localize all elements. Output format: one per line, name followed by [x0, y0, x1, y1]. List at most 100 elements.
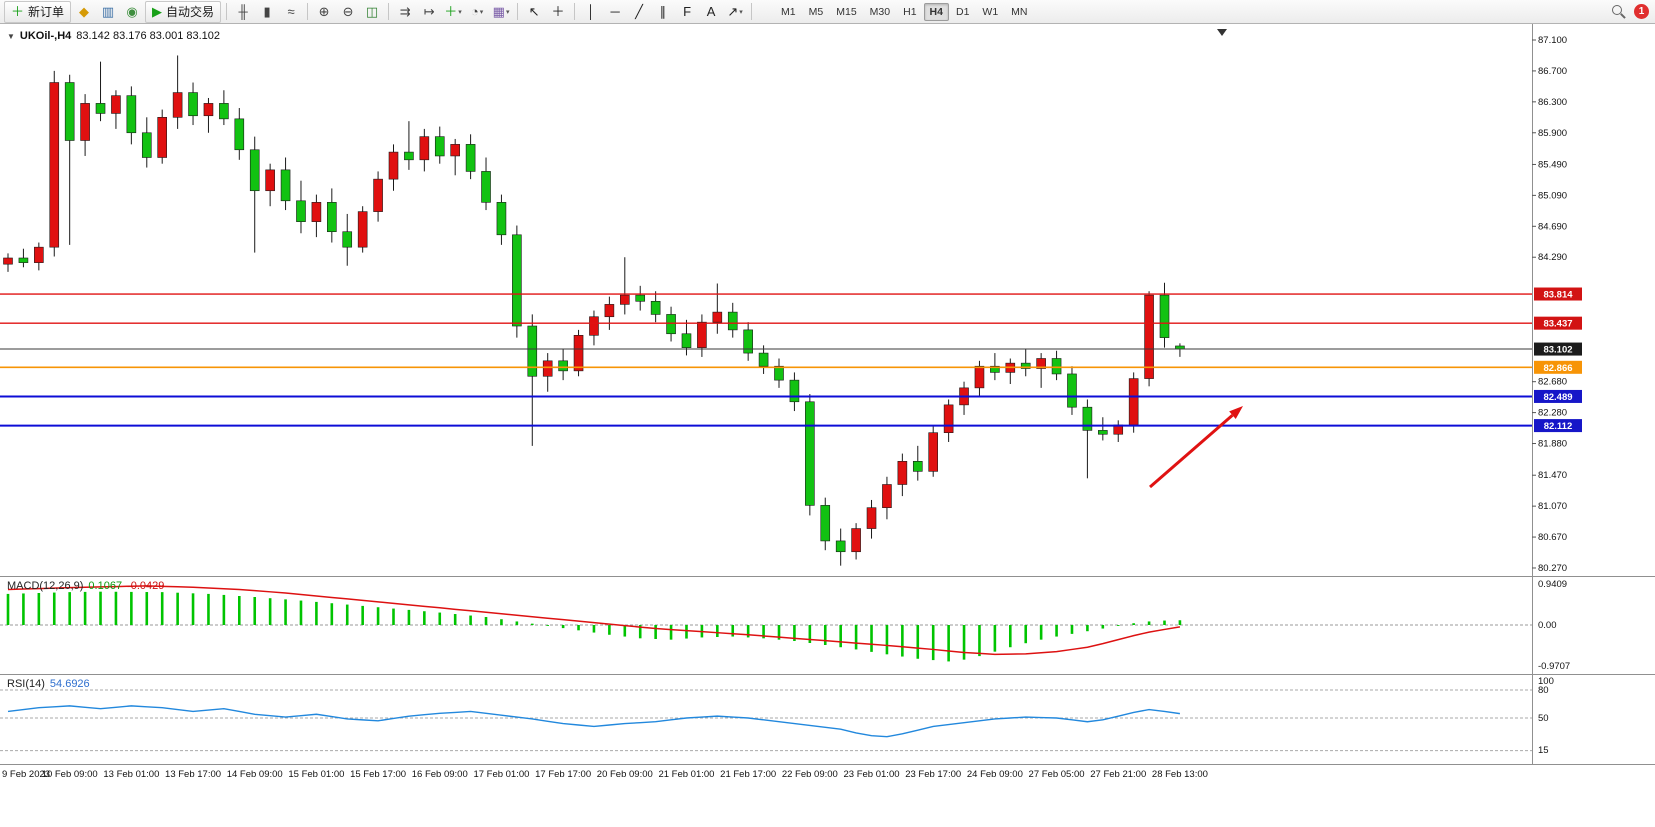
- time-axis-label: 15 Feb 17:00: [350, 769, 406, 780]
- candle-body: [434, 136, 445, 157]
- toolbar-separator: [388, 3, 390, 20]
- timeframe-h1-button[interactable]: H1: [903, 5, 917, 18]
- candlestick-chart-icon[interactable]: ▮: [256, 1, 278, 23]
- timeframe-m30-button[interactable]: M30: [869, 5, 891, 18]
- timeframe-m1-button[interactable]: M1: [781, 5, 796, 18]
- fibonacci-icon[interactable]: F: [676, 1, 698, 23]
- line-chart-icon[interactable]: ≈: [280, 1, 302, 23]
- price-axis-label: 80.670: [1538, 532, 1567, 543]
- timeframe-group: M1 M5 M15 M30 H1 H4 D1 W1 MN: [775, 2, 1033, 21]
- search-icon[interactable]: [1611, 4, 1626, 19]
- price-badge-label: 83.437: [1543, 319, 1572, 330]
- horizontal-line-icon[interactable]: ─: [604, 1, 626, 23]
- trendline-icon[interactable]: ╱: [628, 1, 650, 23]
- auto-trading-icon: ▶: [152, 4, 163, 19]
- candle-body: [265, 169, 275, 192]
- dropdown-arrow-icon: ▾: [505, 8, 510, 16]
- price-badge-label: 83.814: [1543, 290, 1573, 301]
- candle-body: [851, 528, 861, 553]
- candle-body: [1144, 294, 1154, 379]
- trend-arrow[interactable]: [1149, 414, 1234, 489]
- new-order-button[interactable]: ＋新订单: [4, 0, 72, 23]
- candle-body: [712, 311, 723, 323]
- time-axis-label: 15 Feb 01:00: [288, 769, 344, 780]
- cursor-icon[interactable]: ↖: [523, 1, 545, 23]
- rsi-scale-label: 50: [1538, 713, 1549, 724]
- time-axis-label: 27 Feb 21:00: [1090, 769, 1146, 780]
- candle-body: [573, 334, 584, 372]
- candle-body: [3, 257, 13, 265]
- ohlc-values: 83.142 83.176 83.001 83.102: [76, 30, 221, 42]
- candle-body: [897, 461, 908, 485]
- time-axis-label: 23 Feb 01:00: [844, 769, 900, 780]
- candle-body: [743, 329, 753, 354]
- indicators-icon[interactable]: ＋ ▾: [442, 1, 464, 23]
- price-badge-label: 82.489: [1543, 392, 1572, 403]
- chart-title: ▼ UKOil-,H4 83.142 83.176 83.001 83.102: [7, 30, 220, 42]
- price-axis-label: 81.470: [1538, 470, 1567, 481]
- price-axis-label: 84.690: [1538, 221, 1567, 232]
- data-window-icon[interactable]: ▥: [97, 1, 119, 23]
- cursor-icon: ↖: [528, 4, 540, 19]
- rsi-scale-label: 100: [1538, 676, 1554, 687]
- arrows-tool-icon: ↗: [727, 4, 739, 19]
- price-axis-label: 81.070: [1538, 501, 1567, 512]
- time-axis-label: 10 Feb 09:00: [42, 769, 98, 780]
- candle-body: [95, 103, 106, 114]
- candle-body: [481, 171, 491, 203]
- zoom-out-icon[interactable]: ⊖: [337, 1, 359, 23]
- candle-body: [820, 505, 831, 542]
- zoom-in-icon: ⊕: [318, 4, 330, 19]
- text-icon[interactable]: A: [700, 1, 722, 23]
- price-axis-label: 85.900: [1538, 128, 1567, 139]
- timeframe-d1-button[interactable]: D1: [955, 5, 970, 18]
- macd-scale-label: 0.00: [1538, 620, 1557, 631]
- candle-body: [404, 151, 414, 161]
- time-axis-label: 13 Feb 01:00: [103, 769, 159, 780]
- vertical-line-icon[interactable]: │: [580, 1, 602, 23]
- chart-shift-icon[interactable]: ↦: [418, 1, 440, 23]
- price-axis-label: 85.490: [1538, 159, 1567, 170]
- timeframe-w1-button[interactable]: W1: [982, 5, 999, 18]
- candle-body: [18, 257, 29, 263]
- rsi-label: RSI(14) 54.6926: [7, 678, 90, 690]
- candle-body: [1051, 358, 1062, 375]
- toolbar: ＋新订单 ◆ ▥ ◉ ▶ 自动交易 ╫ ▮ ≈ ⊕ ⊖ ◫ ⇉ ↦ ＋ ▾ ◔ ▾ ▦ ▾ ↖ ＋ │ ─ ╱ ∥ F A ↗ ▾ M1 M5…: [0, 0, 1655, 24]
- auto-trading-button[interactable]: ▶ 自动交易: [145, 0, 222, 23]
- candle-body: [311, 202, 322, 222]
- notification-badge[interactable]: 1: [1634, 4, 1649, 19]
- candle-body: [558, 360, 568, 372]
- chart-shift-marker: [1217, 29, 1227, 36]
- candle-body: [64, 82, 75, 141]
- candle-body: [835, 540, 846, 553]
- periods-icon[interactable]: ◔ ▾: [466, 1, 488, 23]
- horizontal-line-icon: ─: [610, 4, 620, 19]
- timeframe-mn-button[interactable]: MN: [1011, 5, 1028, 18]
- timeframe-m5-button[interactable]: M5: [808, 5, 824, 18]
- toolbar-right: 1: [1611, 4, 1651, 19]
- candle-body: [373, 178, 383, 212]
- candle-body: [697, 321, 707, 348]
- arrows-tool-icon[interactable]: ↗ ▾: [724, 1, 746, 23]
- macd-scale-label: -0.9707: [1538, 661, 1570, 672]
- channel-icon[interactable]: ∥: [652, 1, 674, 23]
- timeframe-m15-button[interactable]: M15: [836, 5, 857, 18]
- toolbar-separator: [574, 3, 576, 20]
- templates-icon[interactable]: ▦ ▾: [490, 1, 512, 23]
- candle-body: [157, 117, 167, 158]
- crosshair-icon[interactable]: ＋: [547, 1, 569, 23]
- toolbar-separator: [226, 3, 228, 20]
- bar-chart-icon: ╫: [238, 4, 248, 19]
- tile-windows-icon[interactable]: ◫: [361, 1, 383, 23]
- trend-arrow-head[interactable]: [1229, 406, 1243, 419]
- navigator-icon[interactable]: ◉: [121, 1, 143, 23]
- market-watch-icon[interactable]: ◆: [73, 1, 95, 23]
- time-axis-label: 13 Feb 17:00: [165, 769, 221, 780]
- auto-scroll-icon: ⇉: [399, 4, 411, 19]
- timeframe-h4-button[interactable]: H4: [923, 2, 949, 21]
- zoom-in-icon[interactable]: ⊕: [313, 1, 335, 23]
- new-order-button-label: 新订单: [28, 5, 65, 19]
- bar-chart-icon[interactable]: ╫: [232, 1, 254, 23]
- auto-scroll-icon[interactable]: ⇉: [394, 1, 416, 23]
- collapse-arrow-icon[interactable]: ▼: [7, 32, 15, 41]
